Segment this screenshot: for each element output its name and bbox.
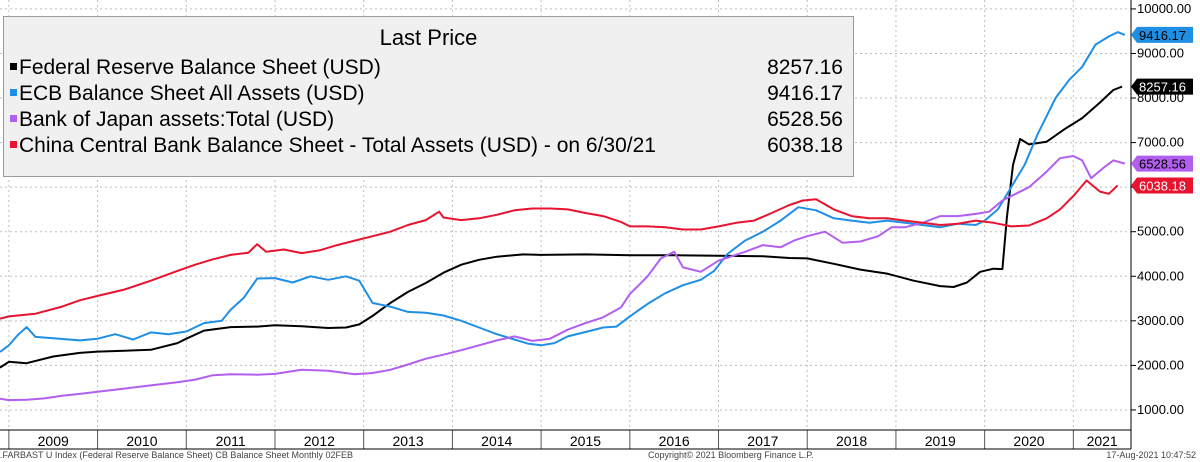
- legend-entry-ecb: ECB Balance Sheet All Assets (USD) 9416.…: [10, 81, 843, 107]
- legend-swatch: [10, 140, 17, 148]
- last-value-tag-1: 9416.17: [1131, 26, 1193, 43]
- legend-value: 9416.17: [767, 82, 843, 105]
- axes: 1000.002000.003000.004000.005000.006000.…: [0, 0, 1191, 450]
- series-lines: [0, 31, 1126, 402]
- footer-timestamp: 17-Aug-2021 10:47:52: [1106, 450, 1196, 460]
- y-tick-label: 5000.00: [1137, 224, 1184, 239]
- y-tick-label: 4000.00: [1137, 268, 1184, 283]
- legend-value: 8257.16: [767, 56, 843, 79]
- tag-background: [1131, 78, 1193, 95]
- tag-value: 9416.17: [1139, 28, 1186, 43]
- tag-value: 8257.16: [1139, 80, 1186, 95]
- x-tick-label: 2015: [570, 433, 601, 449]
- tag-value: 6528.56: [1139, 157, 1186, 172]
- footer-source: .FARBAST U Index (Federal Reserve Balanc…: [0, 450, 354, 460]
- x-tick-label: 2019: [925, 433, 956, 449]
- legend-box: Last Price Federal Reserve Balance Sheet…: [3, 16, 854, 177]
- y-tick-label: 1000.00: [1137, 402, 1184, 417]
- x-tick-label: 2020: [1013, 433, 1044, 449]
- legend-entry-boj: Bank of Japan assets:Total (USD) 6528.56: [10, 107, 843, 133]
- y-tick-label: 3000.00: [1137, 313, 1184, 328]
- x-tick-label: 2017: [747, 433, 778, 449]
- x-tick-label: 2014: [481, 433, 512, 449]
- tag-value: 6038.18: [1139, 178, 1186, 193]
- last-value-tag-2: 6528.56: [1131, 155, 1193, 172]
- x-tick-label: 2013: [392, 433, 423, 449]
- y-tick-label: 10000.00: [1137, 1, 1191, 16]
- last-value-tag-3: 6038.18: [1131, 177, 1193, 194]
- legend-label: Federal Reserve Balance Sheet (USD): [19, 56, 381, 79]
- chart-title: Last Price: [379, 25, 478, 50]
- tag-background: [1131, 26, 1193, 43]
- x-tick-label: 2012: [304, 433, 335, 449]
- legend-entry-pboc: China Central Bank Balance Sheet - Total…: [10, 133, 843, 159]
- legend-swatch: [10, 114, 17, 122]
- series-line-2: [0, 155, 1126, 402]
- y-tick-label: 2000.00: [1137, 357, 1184, 372]
- x-tick-label: 2021: [1087, 433, 1118, 449]
- legend-swatch: [10, 62, 17, 70]
- series-line-3: [0, 179, 1119, 320]
- x-tick-label: 2009: [38, 433, 69, 449]
- x-tick-label: 2018: [836, 433, 867, 449]
- legend-swatch: [10, 88, 17, 96]
- x-tick-label: 2010: [126, 433, 157, 449]
- legend-value: 6038.18: [767, 134, 843, 157]
- tag-background: [1131, 155, 1193, 172]
- series-line-0: [0, 85, 1123, 369]
- y-tick-label: 7000.00: [1137, 135, 1184, 150]
- legend-value: 6528.56: [767, 108, 843, 131]
- x-tick-label: 2016: [659, 433, 690, 449]
- x-tick-label: 2011: [216, 433, 246, 449]
- last-value-tag-0: 8257.16: [1131, 78, 1193, 95]
- footer-copyright: Copyright© 2021 Bloomberg Finance L.P.: [648, 450, 814, 460]
- legend-label: China Central Bank Balance Sheet - Total…: [19, 134, 656, 157]
- legend-entry-fed: Federal Reserve Balance Sheet (USD) 8257…: [10, 55, 843, 81]
- tag-background: [1131, 177, 1193, 194]
- last-value-tags: 8257.16 9416.17 6528.56 6038.18: [1131, 26, 1193, 194]
- legend-label: ECB Balance Sheet All Assets (USD): [19, 82, 365, 105]
- legend-label: Bank of Japan assets:Total (USD): [19, 108, 335, 131]
- y-tick-label: 9000.00: [1137, 45, 1184, 60]
- series-line-1: [0, 31, 1126, 353]
